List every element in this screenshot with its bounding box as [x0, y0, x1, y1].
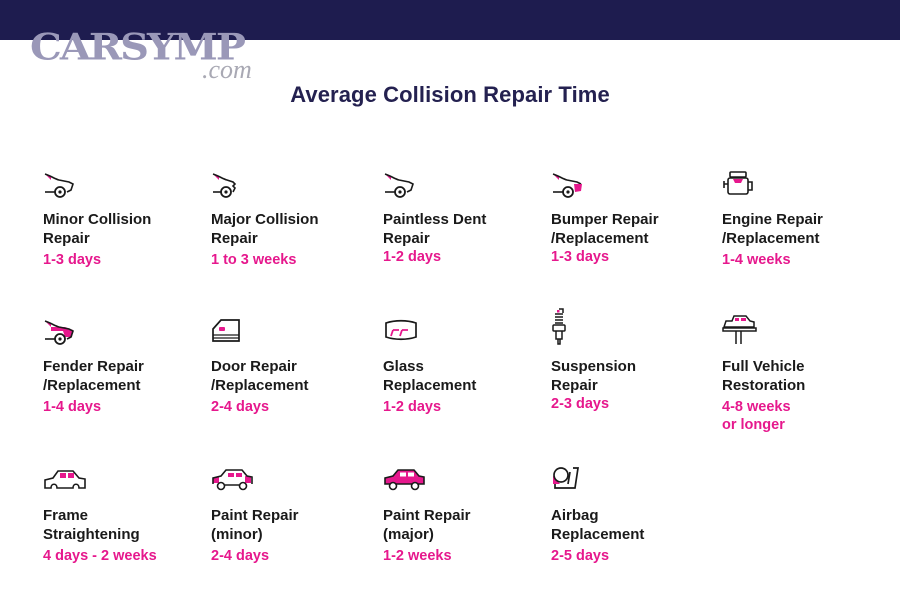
car-paint-major-icon	[384, 469, 425, 491]
header-bar	[0, 0, 900, 40]
repair-time: 1-4 weeks	[722, 252, 791, 268]
repair-item-glass: Glass Replacement 1-2 days	[383, 317, 548, 416]
repair-item-airbag: Airbag Replacement 2-5 days	[551, 466, 716, 565]
repair-item-bumper: Bumper Repair/Replacement 1-3 days	[551, 170, 716, 266]
repair-time: 4-8 weeks or longer	[722, 399, 791, 433]
repair-time: 1-2 weeks	[383, 548, 452, 564]
airbag-icon	[553, 467, 579, 489]
windshield-icon	[385, 319, 417, 341]
repair-item-engine: Engine Repair/Replacement 1-4 weeks	[722, 170, 887, 269]
car-front-bumper-icon	[552, 173, 582, 198]
repair-item-paintless-dent: Paintless Dent Repair 1-2 days	[383, 170, 548, 266]
car-lift-icon	[722, 315, 757, 344]
repair-item-fender: Fender Repair/Replacement 1-4 days	[43, 317, 208, 416]
logo-suffix: .com	[202, 55, 252, 84]
car-fender-icon	[44, 320, 74, 345]
car-front-minor-icon	[44, 173, 74, 198]
car-front-major-icon	[212, 173, 237, 198]
repair-time: 2-5 days	[551, 548, 610, 564]
repair-item-major-collision: Major Collision Repair 1 to 3 weeks	[211, 170, 376, 269]
repair-time: 1-4 days	[43, 399, 102, 415]
repair-item-paint-minor: Paint Repair (minor) 2-4 days	[211, 466, 376, 565]
repair-time: 1-2 days	[383, 399, 442, 415]
car-front-dent-icon	[384, 173, 414, 198]
repair-time: 2-3 days	[551, 396, 610, 412]
repair-item-frame: Frame Straightening 4 days - 2 weeks	[43, 466, 208, 565]
repair-time: 1 to 3 weeks	[211, 252, 297, 268]
repair-item-minor-collision: Minor Collision Repair 1-3 days	[43, 170, 208, 269]
logo-brand: CARSYMP	[30, 26, 246, 69]
spark-plug-icon	[552, 308, 566, 345]
repair-time: 1-3 days	[43, 252, 102, 268]
site-logo: CARSYMP .com	[30, 26, 280, 84]
repair-time: 1-2 days	[383, 249, 442, 265]
repair-time: 4 days - 2 weeks	[43, 548, 157, 564]
repair-item-full-restoration: Full Vehicle Restoration 4-8 weeks or long…	[722, 313, 887, 434]
car-paint-minor-icon	[212, 469, 253, 491]
repair-item-door: Door Repair/Replacement 2-4 days	[211, 317, 376, 416]
car-door-icon	[212, 319, 240, 342]
page-title: Average Collision Repair Time	[290, 82, 610, 107]
repair-item-suspension: Suspension Repair 2-3 days	[551, 307, 716, 413]
car-frame-icon	[44, 470, 86, 489]
engine-icon	[723, 171, 753, 195]
repair-time: 2-4 days	[211, 399, 270, 415]
repair-time: 2-4 days	[211, 548, 270, 564]
repair-item-paint-major: Paint Repair (major) 1-2 weeks	[383, 466, 548, 565]
repair-time: 1-3 days	[551, 249, 610, 265]
